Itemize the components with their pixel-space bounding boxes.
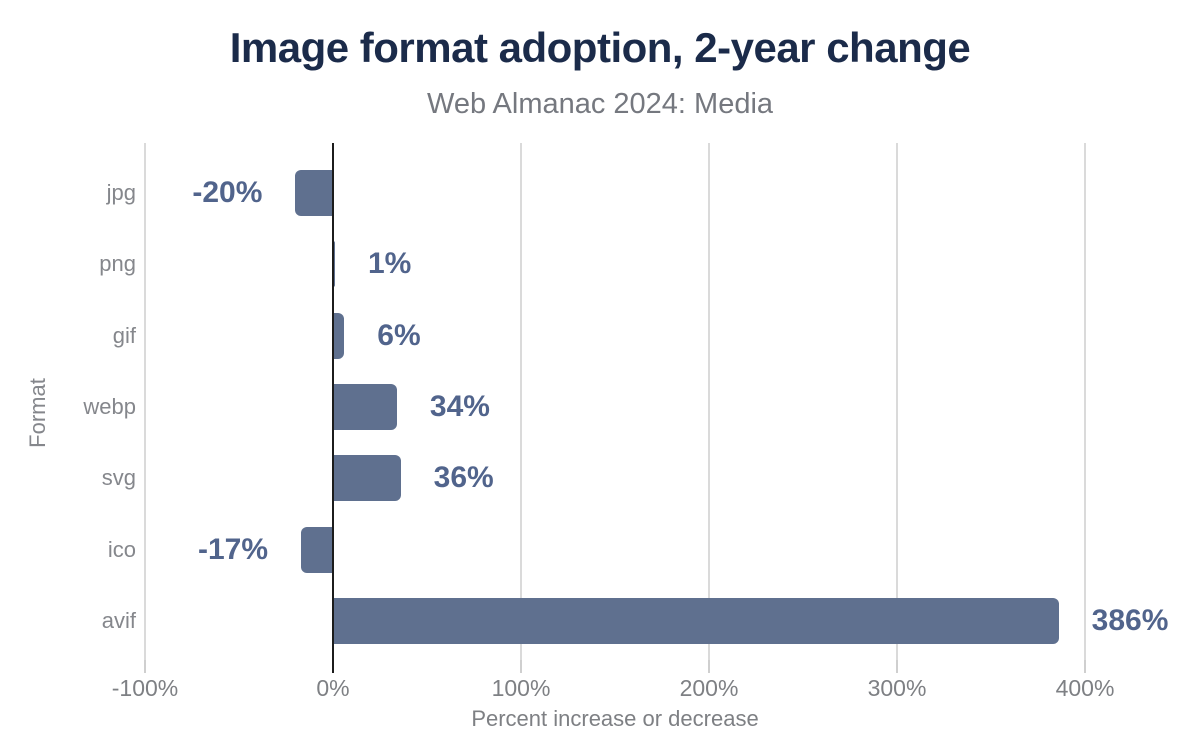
x-tick-label: 300% [867,675,927,701]
value-label: 386% [1091,603,1169,637]
category-label: png [99,251,136,277]
value-label: 34% [429,389,490,423]
x-axis-tick [144,660,146,673]
bar-gif [333,312,345,359]
zero-axis-line [332,143,334,660]
x-axis-tick [332,660,334,673]
category-label: svg [101,465,136,491]
bar-avif [333,597,1059,644]
x-axis-title: Percent increase or decrease [471,706,759,731]
chart-subtitle: Web Almanac 2024: Media [426,88,774,120]
y-axis-title: Format [25,378,50,448]
category-label: ico [107,536,136,562]
value-label: 36% [433,461,494,495]
bar-ico [301,526,333,573]
bar-png [333,241,335,288]
bar-webp [333,383,397,430]
x-tick-label: 0% [316,675,350,701]
x-tick-label: -100% [111,675,179,701]
gridline [1084,143,1086,660]
x-axis-tick [1084,660,1086,673]
value-label: -17% [198,532,269,566]
category-label: jpg [106,180,136,205]
value-label: 1% [368,247,412,281]
gridline [144,143,146,660]
gridline [520,143,522,660]
x-tick-label: 400% [1055,675,1115,701]
value-label: 6% [377,318,421,352]
x-axis-tick [708,660,710,673]
x-tick-label: 100% [491,675,551,701]
bar-jpg [295,170,333,216]
value-label: -20% [192,176,263,209]
gridline [896,143,898,660]
category-label: webp [83,393,136,419]
bar-svg [333,455,401,502]
chart-title: Image format adoption, 2-year change [229,24,971,71]
x-axis-tick [896,660,898,673]
x-tick-label: 200% [679,675,739,701]
category-label: avif [101,607,136,633]
category-label: gif [112,322,136,348]
x-axis-tick [520,660,522,673]
gridline [708,143,710,660]
